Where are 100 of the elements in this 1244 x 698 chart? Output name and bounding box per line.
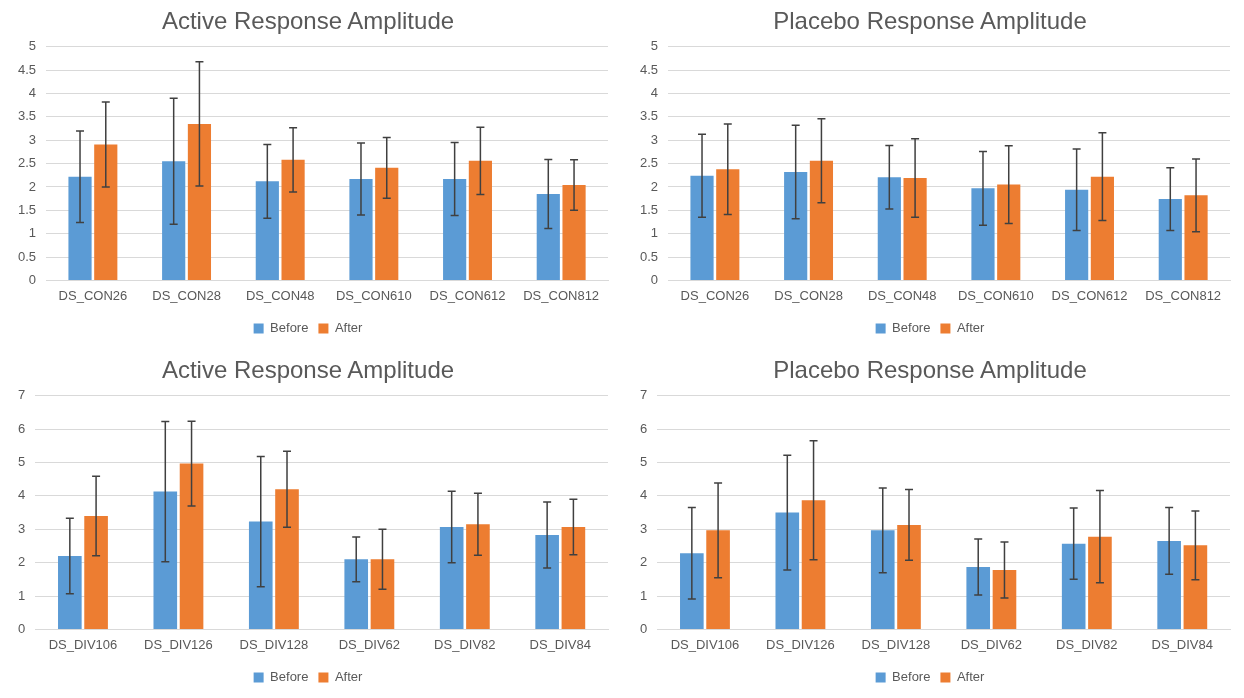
- y-tick-label: 4: [18, 487, 26, 503]
- bar: [94, 144, 118, 280]
- x-tick-label: DS_CON812: [1145, 287, 1222, 303]
- x-tick-label: DS_DIV126: [766, 636, 835, 652]
- y-tick-label: 5: [18, 454, 26, 470]
- bar: [375, 167, 399, 280]
- y-tick-label: 3: [650, 131, 659, 147]
- y-tick-label: 7: [18, 387, 26, 403]
- x-tick-label: DS_DIV62: [960, 636, 1023, 652]
- bar: [992, 570, 1017, 629]
- y-tick-label: 1.5: [17, 201, 37, 217]
- x-tick-label: DS_DIV106: [48, 636, 118, 652]
- y-tick-label: 3.5: [17, 108, 37, 124]
- x-tick-label: DS_DIV84: [1151, 636, 1213, 652]
- bar: [1088, 536, 1112, 629]
- x-tick-label: DS_CON812: [523, 287, 600, 303]
- y-tick-label: 1.5: [639, 201, 659, 217]
- bar: [68, 176, 92, 280]
- bar: [248, 521, 273, 629]
- x-tick-label: DS_DIV126: [144, 636, 213, 652]
- x-tick-label: DS_CON28: [152, 287, 221, 303]
- bar: [439, 526, 464, 629]
- bar: [897, 524, 921, 629]
- bar: [281, 159, 305, 280]
- y-tick-label: 0: [28, 271, 37, 287]
- y-tick-label: 3.5: [639, 108, 659, 124]
- y-tick-label: 0: [18, 620, 26, 636]
- y-tick-label: 1: [650, 225, 659, 241]
- y-tick-label: 1: [28, 225, 37, 241]
- bar: [1183, 545, 1208, 629]
- bar: [706, 530, 730, 629]
- y-tick-label: 0.5: [639, 248, 659, 264]
- bar: [784, 172, 808, 280]
- bar: [877, 177, 901, 280]
- y-tick-label: 4.5: [639, 61, 659, 77]
- x-tick-label: DS_CON612: [429, 287, 506, 303]
- x-tick-label: DS_CON28: [774, 287, 843, 303]
- bar: [187, 123, 212, 280]
- bar: [1061, 543, 1086, 629]
- bar: [468, 160, 492, 280]
- bar: [801, 500, 826, 629]
- y-tick-label: 6: [640, 420, 648, 436]
- x-tick-label: DS_CON26: [680, 287, 750, 303]
- y-tick-label: 5: [650, 38, 659, 54]
- bar: [443, 179, 467, 280]
- chart-title: Active Response Amplitude: [161, 7, 455, 35]
- y-tick-label: 0: [650, 271, 659, 287]
- y-tick-label: 7: [640, 387, 648, 403]
- y-tick-label: 4: [28, 85, 37, 101]
- y-tick-label: 0: [640, 620, 648, 636]
- legend-label: After: [956, 669, 986, 685]
- y-tick-label: 2: [18, 554, 26, 570]
- bar: [1157, 540, 1181, 629]
- chart-title: Placebo Response Amplitude: [773, 356, 1087, 384]
- x-tick-label: DS_DIV62: [338, 636, 401, 652]
- bar: [680, 553, 704, 629]
- x-tick-label: DS_CON26: [58, 287, 128, 303]
- bar: [997, 184, 1021, 280]
- bar: [179, 463, 204, 629]
- bar: [971, 188, 995, 280]
- y-tick-label: 5: [640, 454, 648, 470]
- y-tick-label: 2: [28, 178, 37, 194]
- bar: [809, 160, 834, 280]
- bar: [1184, 195, 1208, 280]
- bar: [870, 530, 895, 629]
- y-tick-label: 2: [640, 554, 648, 570]
- bar: [562, 185, 586, 280]
- y-tick-label: 6: [18, 420, 26, 436]
- bar: [349, 179, 373, 280]
- y-tick-label: 1: [640, 587, 648, 603]
- bar: [255, 181, 279, 280]
- bar: [344, 559, 369, 629]
- legend-label: Before: [270, 669, 309, 685]
- y-tick-label: 2: [650, 178, 659, 194]
- legend-label: Before: [892, 320, 931, 336]
- x-tick-label: DS_CON48: [245, 287, 315, 303]
- x-tick-label: DS_DIV128: [861, 636, 931, 652]
- y-tick-label: 5: [28, 38, 37, 54]
- bar: [58, 555, 82, 629]
- y-tick-label: 4: [650, 85, 659, 101]
- x-tick-label: DS_DIV106: [670, 636, 740, 652]
- x-tick-label: DS_CON610: [335, 287, 412, 303]
- bar: [775, 512, 800, 629]
- bar: [690, 175, 714, 280]
- bar: [370, 559, 395, 629]
- bar: [535, 534, 559, 629]
- legend-label: After: [956, 320, 986, 336]
- x-tick-label: DS_DIV84: [529, 636, 591, 652]
- x-tick-label: DS_DIV82: [1056, 636, 1118, 652]
- bar: [153, 491, 178, 629]
- x-tick-label: DS_CON610: [957, 287, 1034, 303]
- bar: [466, 524, 490, 629]
- y-tick-label: 3: [18, 520, 26, 536]
- y-tick-label: 2.5: [17, 155, 37, 171]
- x-tick-label: DS_DIV128: [239, 636, 309, 652]
- legend-label: After: [334, 669, 364, 685]
- y-tick-label: 1: [18, 587, 26, 603]
- legend-label: Before: [270, 320, 309, 336]
- y-tick-label: 2.5: [639, 155, 659, 171]
- bar: [536, 193, 560, 280]
